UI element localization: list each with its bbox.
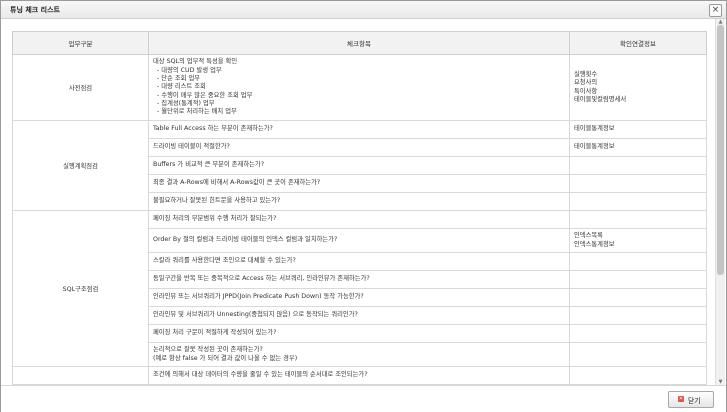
check-item-text: Table Full Access 하는 부분이 존재하는가? [153,125,273,133]
info-cell [569,174,707,193]
table-row: 사전점검 대상 SQL의 업무적 특성을 확인 - 대량의 CUD 발생 업무 -… [12,54,707,121]
content-area: 업무구분 체크항목 확인연결정보 사전점검 대상 SQL의 업무적 특성을 확인 … [2,19,725,385]
check-item-cell: 논리적으로 잘못 작성된 곳이 존재하는가? (예로 항상 false 가 되어 … [148,342,570,367]
check-item-cell: 최종 결과 A-Rows에 비해서 A-Rows값이 큰 곳이 존재하는가? [148,174,570,193]
info-cell: 실행횟수 요청사의 특이사항 테이블및컬럼명세서 [569,54,707,121]
info-cell [569,192,707,211]
checklist-table: 업무구분 체크항목 확인연결정보 사전점검 대상 SQL의 업무적 특성을 확인 … [12,31,707,385]
info-cell [569,270,707,289]
info-cell [569,288,707,307]
check-item-cell: 페이징 처리 구문이 적절하게 작성되어 있는가? [148,324,570,343]
check-item-cell: Order By 절의 컬럼과 드라이빙 테이블의 인덱스 컬럼과 일치하는가? [148,228,570,253]
check-item-text: 드라이빙 테이블이 적절한가? [153,143,230,151]
close-button[interactable]: ✕ 닫기 [668,391,714,408]
check-item-text: 조건에 의해서 대상 데이터의 수량을 줄일 수 있는 테이블의 순서대로 조인… [153,371,368,379]
check-item-text: 페이징 처리의 부분범위 수행 처리가 잘되는가? [153,215,277,223]
info-text: 특이사항 [574,87,598,95]
info-text: 테이블통계정보 [574,143,615,151]
info-text: 테이블통계정보 [574,125,615,133]
header-category: 업무구분 [12,31,149,55]
table-row: 페이징 처리 구문이 적절하게 작성되어 있는가? [13,324,707,343]
check-item-text: - 월단위로 처리하는 배치 업무 [153,108,237,116]
info-cell [569,342,707,367]
check-item-cell: 조건에 의해서 대상 데이터의 수량을 줄일 수 있는 테이블의 순서대로 조인… [148,366,570,385]
info-cell [569,252,707,271]
check-item-text: 논리적으로 잘못 작성된 곳이 존재하는가? [153,346,263,354]
check-item-text: - 집계성(통계적) 업무 [153,99,215,107]
check-item-cell: 불필요하거나 잘못된 힌트문을 사용하고 있는가? [148,192,570,211]
table-row: SQL구조점검 페이징 처리의 부분범위 수행 처리가 잘되는가? [12,210,707,367]
check-item-cell: 동일구간을 반복 또는 중복적으로 Access 하는 서브쿼리, 인라인뷰가 … [148,270,570,289]
info-text: 실행횟수 [574,70,598,78]
check-item-text: (예로 항상 false 가 되어 결과 값이 나올 수 없는 경우) [153,354,298,362]
check-item-cell: Buffers 가 비교적 큰 부분이 존재하는가? [148,156,570,175]
check-item-cell: 인라인뷰 및 서브쿼리가 Unnesting(중첩되지 않음) 으로 동작되는 … [148,306,570,325]
check-item-text: Order By 절의 컬럼과 드라이빙 테이블의 인덱스 컬럼과 일치하는가? [153,236,338,244]
table-row: 조건에 의해서 대상 데이터의 수량을 줄일 수 있는 테이블의 순서대로 조인… [12,366,707,385]
header-check-item: 체크항목 [148,31,570,55]
scrollbar-thumb[interactable] [717,25,724,275]
info-text: 인덱스통계정보 [574,240,615,248]
table-row: 동일구간을 반복 또는 중복적으로 Access 하는 서브쿼리, 인라인뷰가 … [13,270,707,289]
info-text: 테이블및컬럼명세서 [574,95,627,103]
check-item-text: 동일구간을 반복 또는 중복적으로 Access 하는 서브쿼리, 인라인뷰가 … [153,275,370,283]
close-x-icon[interactable]: × [709,4,722,17]
titlebar: 튜닝 체크 리스트 × [1,1,726,19]
check-item-text: Buffers 가 비교적 큰 부분이 존재하는가? [153,161,265,169]
info-text: 인덱스목록 [574,232,603,240]
check-item-text: 페이징 처리 구문이 적절하게 작성되어 있는가? [153,329,277,337]
table-row: 논리적으로 잘못 작성된 곳이 존재하는가? (예로 항상 false 가 되어 … [13,342,707,367]
check-item-text: - 대량 리스트 조회 [153,83,206,91]
info-cell [569,156,707,175]
check-item-cell: 대상 SQL의 업무적 특성을 확인 - 대량의 CUD 발생 업무 - 단순 … [148,54,570,121]
info-cell [569,306,707,325]
info-cell: 테이블통계정보 [569,138,707,157]
check-item-cell: Table Full Access 하는 부분이 존재하는가? [148,120,570,139]
bottom-bar: ✕ 닫기 [1,385,726,412]
table-row: Buffers 가 비교적 큰 부분이 존재하는가? [13,156,707,175]
info-cell: 인덱스목록 인덱스통계정보 [569,228,707,253]
check-item-cell: 스칼라 쿼리를 사용한다면 조인으로 대체할 수 있는가? [148,252,570,271]
info-cell [569,324,707,343]
info-cell [569,366,707,385]
info-text: 요청사의 [574,79,598,87]
check-item-text: 최종 결과 A-Rows에 비해서 A-Rows값이 큰 곳이 존재하는가? [153,179,321,187]
check-item-text: 스칼라 쿼리를 사용한다면 조인으로 대체할 수 있는가? [153,257,296,265]
vertical-scrollbar[interactable]: ▲ ▼ [715,19,725,385]
dialog-title: 튜닝 체크 리스트 [10,6,60,14]
check-item-text: 불필요하거나 잘못된 힌트문을 사용하고 있는가? [153,197,281,205]
table-body: 사전점검 대상 SQL의 업무적 특성을 확인 - 대량의 CUD 발생 업무 -… [12,54,707,385]
check-item-cell: 페이징 처리의 부분범위 수행 처리가 잘되는가? [148,210,570,229]
category-cell: SQL구조점검 [12,210,149,367]
check-item-text: - 대량의 CUD 발생 업무 [153,66,222,74]
check-item-text: 대상 SQL의 업무적 특성을 확인 [153,58,238,66]
check-item-cell: 드라이빙 테이블이 적절한가? [148,138,570,157]
info-cell [569,210,707,229]
table-row: 실행계획점검 Table Full Access 하는 부분이 존재하는가? 테이블… [12,120,707,211]
close-icon: ✕ [678,396,684,402]
check-item-text: 인라인뷰 및 서브쿼리가 Unnesting(중첩되지 않음) 으로 동작되는 … [153,311,358,319]
table-header-row: 업무구분 체크항목 확인연결정보 [12,31,707,55]
close-button-label: 닫기 [688,397,701,405]
check-item-text: - 수행이 매우 많은 중요한 조회 업무 [153,91,253,99]
triangle-down-icon[interactable]: ▼ [718,379,723,385]
category-cell: 사전점검 [12,54,149,121]
info-cell: 테이블통계정보 [569,120,707,139]
category-cell: 실행계획점검 [12,120,149,211]
header-info: 확인연결정보 [569,31,707,55]
triangle-up-icon[interactable]: ▲ [718,19,723,25]
category-cell [12,366,149,385]
check-item-text: 인라인뷰 또는 서브쿼리가 JPPD(Join Predicate Push D… [153,293,364,301]
check-item-text: - 단순 조회 업무 [153,75,201,83]
check-item-cell: 인라인뷰 또는 서브쿼리가 JPPD(Join Predicate Push D… [148,288,570,307]
